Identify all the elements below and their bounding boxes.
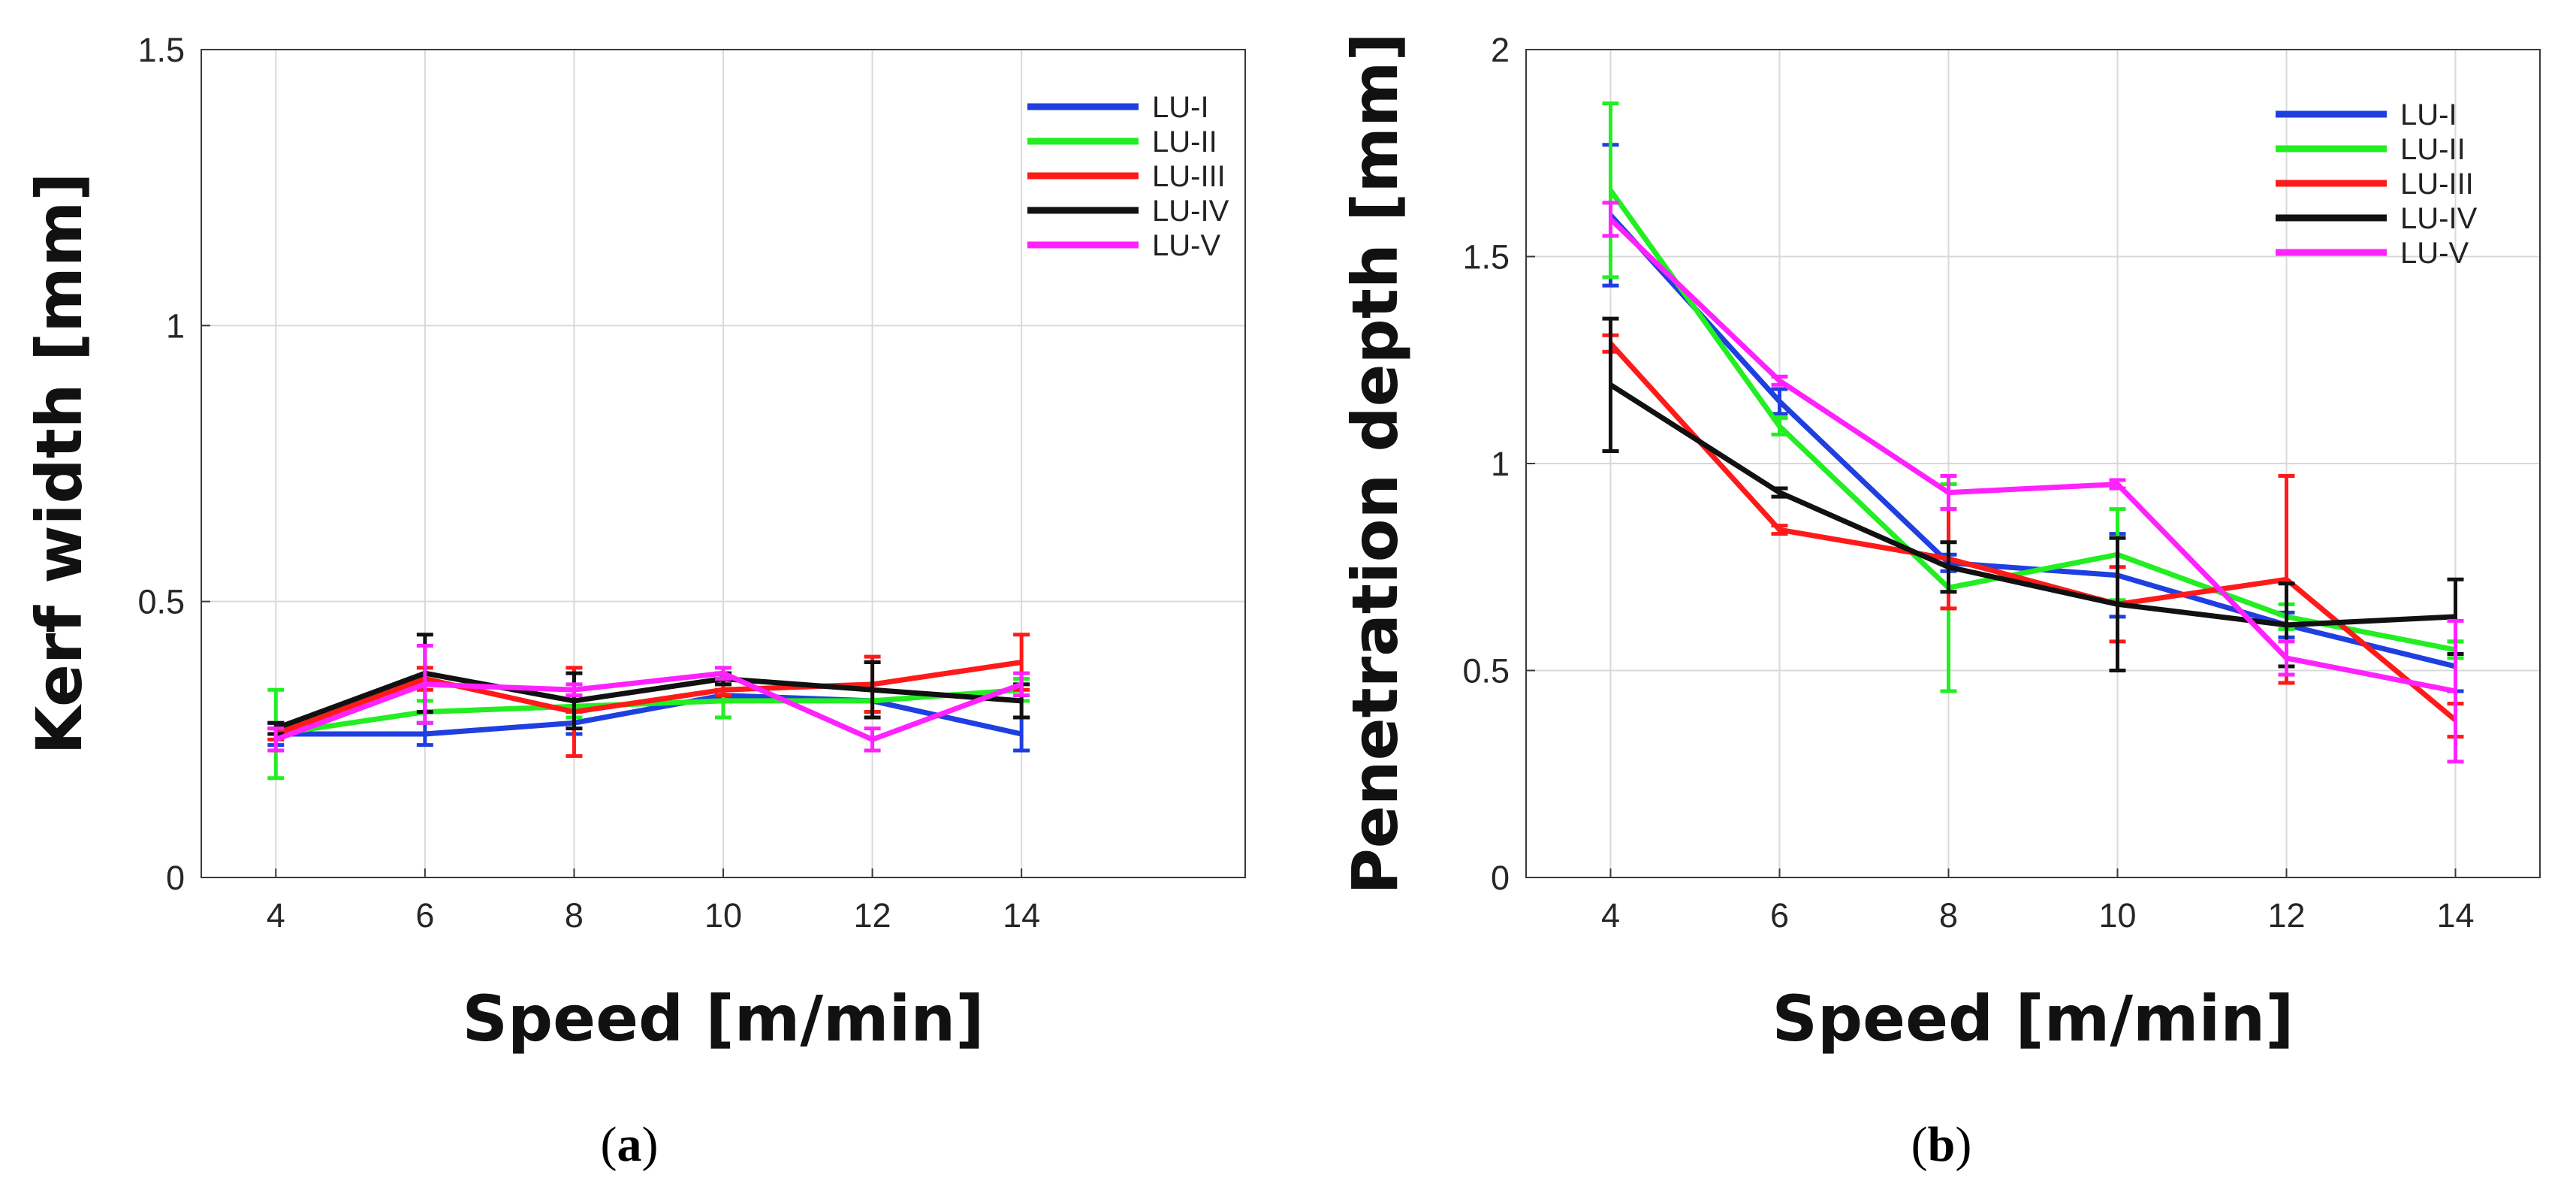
x-tick-label-a-4: 12 (854, 896, 891, 935)
x-tick-label-b-0: 4 (1601, 896, 1620, 935)
y-tick-label-a-3: 1.5 (137, 31, 185, 69)
error-bar-b-3-3 (2109, 536, 2126, 672)
series-line-b-4 (1609, 217, 2457, 694)
legend-label-b-0: LU-I (2400, 98, 2457, 131)
error-bar-b-4-3 (2109, 478, 2126, 491)
y-tick-label-a-0: 0 (166, 859, 185, 897)
y-tick-label-b-2: 1 (1491, 445, 1510, 483)
y-tick-label-a-1: 0.5 (137, 583, 185, 621)
error-bar-b-3-0 (1602, 316, 1619, 453)
x-tick-label-b-1: 6 (1770, 896, 1789, 935)
error-bar-b-0-1 (1771, 387, 1788, 416)
x-axis-label-b: Speed [m/min] (1772, 982, 2294, 1056)
y-tick-label-b-4: 2 (1491, 31, 1510, 69)
error-bar-b-4-4 (2278, 639, 2295, 677)
y-tick-label-b-1: 0.5 (1462, 652, 1510, 690)
caption-a: (a) (601, 1117, 659, 1172)
series-line-a-3 (275, 670, 1022, 731)
y-tick-label-b-0: 0 (1491, 859, 1510, 897)
caption-b: (b) (1911, 1117, 1972, 1172)
legend-label-a-0: LU-I (1152, 91, 1209, 124)
chart-b: 4 6 8 10 12 14 0 0.5 1 1.5 2 Speed [m/min] Penetra… (1338, 31, 2541, 1056)
error-bar-b-2-1 (1771, 524, 1788, 536)
error-bar-b-1-1 (1771, 415, 1788, 436)
chart-a: 4 6 8 10 12 14 0 0.5 1 1.5 Speed [m/min] Kerf wid… (23, 31, 1246, 1056)
error-bar-b-3-1 (1771, 486, 1788, 499)
error-bar-a-4-1 (416, 643, 433, 725)
error-bar-b-3-2 (1940, 540, 1957, 594)
legend-label-a-4: LU-V (1152, 229, 1220, 262)
legend-label-b-3: LU-IV (2400, 202, 2478, 235)
error-bar-a-3-4 (864, 660, 881, 720)
error-bar-b-4-5 (2447, 618, 2464, 764)
legend-label-a-1: LU-II (1152, 125, 1217, 159)
series-line-a-0 (276, 693, 1022, 737)
legend-label-b-1: LU-II (2400, 133, 2466, 166)
error-bar-b-4-2 (1940, 474, 1957, 512)
legend-label-b-4: LU-V (2400, 237, 2469, 270)
error-bar-a-4-0 (267, 726, 285, 753)
error-bar-a-4-4 (864, 726, 881, 753)
series-line-b-3 (1609, 382, 2456, 628)
series-line-a-1 (275, 687, 1022, 737)
y-axis-label-a: Kerf width [mm] (23, 172, 96, 754)
y-tick-label-b-3: 1.5 (1462, 238, 1510, 276)
error-bar-a-4-5 (1013, 671, 1030, 698)
error-bar-b-4-0 (1602, 201, 1619, 238)
x-tick-label-a-1: 6 (415, 896, 434, 935)
series-line-a-2 (275, 660, 1022, 737)
caption-a-letter: a (617, 1117, 642, 1172)
error-bar-a-4-3 (715, 666, 731, 681)
y-tick-label-a-2: 1 (166, 307, 185, 345)
y-axis-label-b: Penetration depth [mm] (1338, 32, 1412, 895)
x-tick-label-a-3: 10 (704, 896, 742, 935)
error-bar-b-4-1 (1771, 374, 1788, 387)
x-tick-label-a-5: 14 (1003, 896, 1040, 935)
legend-label-a-3: LU-IV (1152, 195, 1229, 228)
series-line-b-2 (1608, 341, 2457, 723)
error-bar-a-4-2 (566, 682, 583, 698)
x-tick-label-a-0: 4 (267, 896, 285, 935)
legend-label-a-2: LU-III (1152, 160, 1226, 193)
series-line-a-4 (275, 670, 1023, 742)
series-line-b-0 (1608, 213, 2457, 669)
caption-b-letter: b (1928, 1117, 1956, 1172)
x-tick-label-b-5: 14 (2436, 896, 2474, 935)
x-axis-label-a: Speed [m/min] (462, 982, 984, 1056)
x-tick-label-b-3: 10 (2098, 896, 2136, 935)
error-bar-b-1-0 (1602, 101, 1619, 279)
legend-label-b-2: LU-III (2400, 168, 2474, 201)
x-tick-label-a-2: 8 (565, 896, 584, 935)
x-tick-label-b-4: 12 (2267, 896, 2305, 935)
x-tick-label-b-2: 8 (1939, 896, 1958, 935)
